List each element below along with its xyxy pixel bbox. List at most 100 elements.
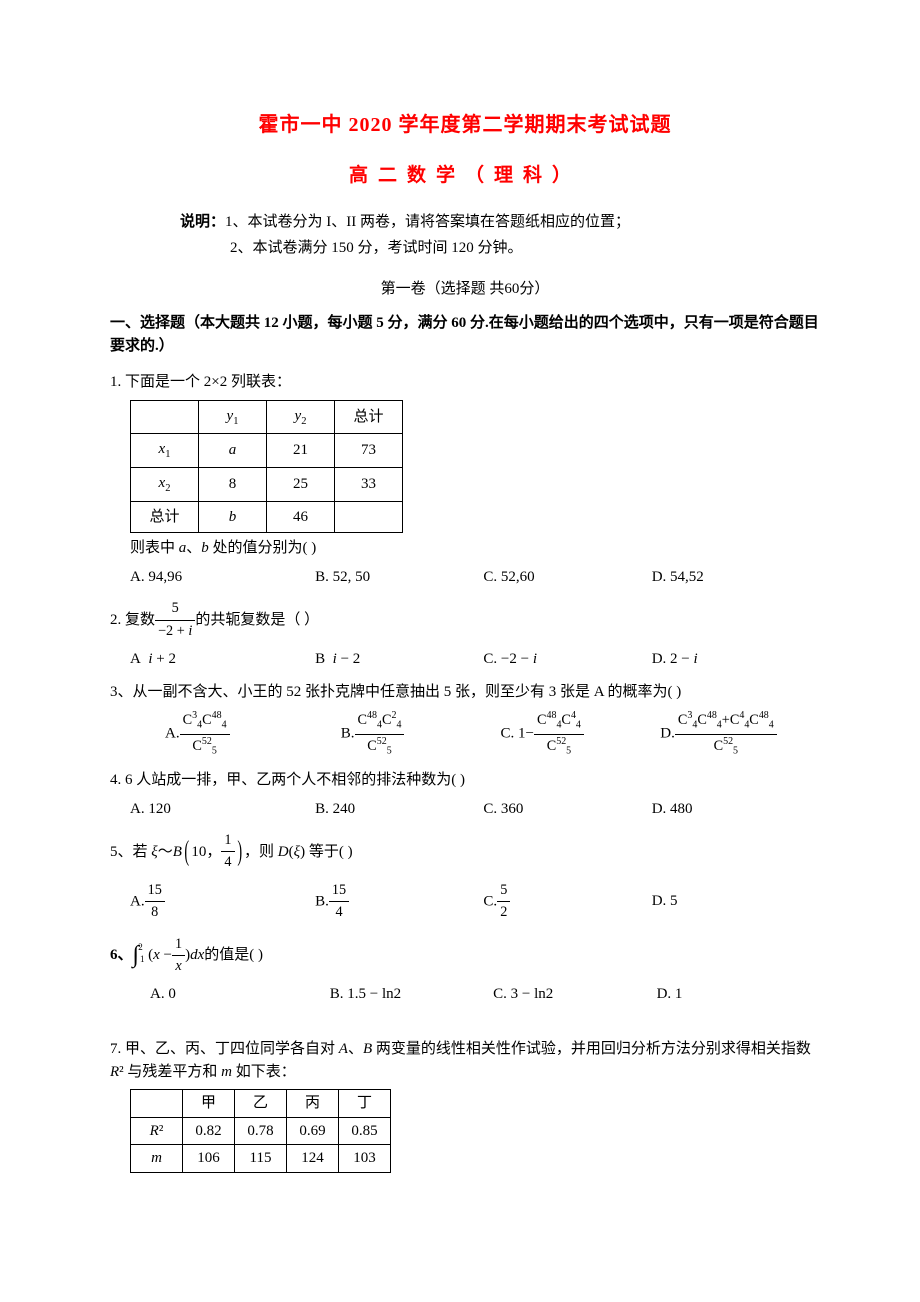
- q5-opt-d: D. 5: [652, 890, 820, 913]
- q6-opt-d: D. 1: [657, 983, 820, 1006]
- q5-B: B: [173, 841, 182, 864]
- question-1: 1. 下面是一个 2×2 列联表： y1 y2 总计 x1 a 21 73 x2…: [110, 371, 820, 588]
- q5-opt-c: C.52: [483, 880, 651, 924]
- section-title: 一、选择题（本大题共 12 小题，每小题 5 分，满分 60 分.在每小题给出的…: [110, 312, 820, 357]
- q2-fraction: 5 −2 + i: [155, 598, 195, 642]
- question-5: 5、若 ξ ～ B ( 10， 1 4 ) ，则 D(ξ) 等于( ) A.15…: [110, 830, 820, 924]
- q5-lparen: (: [184, 841, 189, 864]
- q7-r2c4: 103: [339, 1145, 391, 1173]
- q1-th-3: 总计: [335, 400, 403, 434]
- q6-text: 6、 ∫21 (x − 1 x )dx 的值是( ): [110, 934, 820, 978]
- q1-r3c0: 总计: [131, 501, 199, 533]
- q4-opt-d: D. 480: [652, 798, 820, 821]
- q1-opt-d: D. 54,52: [652, 566, 820, 589]
- q1-text: 1. 下面是一个 2×2 列联表：: [110, 371, 820, 394]
- q1-r1c0: x1: [131, 434, 199, 468]
- question-6: 6、 ∫21 (x − 1 x )dx 的值是( ) A. 0 B. 1.5 −…: [110, 934, 820, 1006]
- q1-r2c2: 25: [267, 468, 335, 502]
- q1-r3c2: 46: [267, 501, 335, 533]
- q2-num: 5: [155, 598, 195, 620]
- q1-table: y1 y2 总计 x1 a 21 73 x2 8 25 33 总计 b 46: [130, 400, 403, 534]
- q1-caption: 则表中 a、b 处的值分别为( ): [130, 537, 820, 560]
- q1-opt-a: A. 94,96: [130, 566, 315, 589]
- q6-den: x: [172, 956, 185, 977]
- q7-r1c0: R²: [131, 1117, 183, 1145]
- q7-r1c3: 0.69: [287, 1117, 339, 1145]
- q3-opt-c: C. 1−C484C44C525: [500, 709, 660, 759]
- q4-opt-c: C. 360: [483, 798, 651, 821]
- q1-r3c3: [335, 501, 403, 533]
- q3-options: A.C34C484C525 B.C484C24C525 C. 1−C484C44…: [165, 709, 820, 759]
- q1-r2c0: x2: [131, 468, 199, 502]
- q5-opt-a: A.158: [130, 880, 315, 924]
- q4-opt-b: B. 240: [315, 798, 483, 821]
- q1-th-1: y1: [199, 400, 267, 434]
- q7-r2c0: m: [131, 1145, 183, 1173]
- q3-text: 3、从一副不含大、小王的 52 张扑克牌中任意抽出 5 张，则至少有 3 张是 …: [110, 681, 820, 704]
- q6-mid1: (x −: [148, 944, 172, 967]
- q2-post: 的共轭复数是（ ）: [195, 609, 319, 632]
- q1-r1c1: a: [199, 434, 267, 468]
- q6-opt-b: B. 1.5 − ln2: [330, 983, 493, 1006]
- q3-opt-d: D.C34C484+C44C484C525: [660, 709, 820, 759]
- q1-r2c3: 33: [335, 468, 403, 502]
- q6-mid2: )dx: [185, 944, 204, 967]
- q2-pre: 2. 复数: [110, 609, 155, 632]
- q7-r2c2: 115: [235, 1145, 287, 1173]
- question-7: 7. 甲、乙、丙、丁四位同学各自对 A、B 两变量的线性相关性作试验，并用回归分…: [110, 1038, 820, 1173]
- q2-opt-b: B i − 2: [315, 648, 483, 671]
- q5-pre: 5、若: [110, 841, 151, 864]
- q7-r1c1: 0.82: [183, 1117, 235, 1145]
- q6-upper: 2: [138, 941, 143, 955]
- q7-r2c1: 106: [183, 1145, 235, 1173]
- q7-th-4: 丁: [339, 1090, 391, 1118]
- instruction-line2: 2、本试卷满分 150 分，考试时间 120 分钟。: [230, 237, 820, 260]
- instruction-line1: 说明：1、本试卷分为 I、II 两卷，请将答案填在答题纸相应的位置；: [180, 211, 820, 234]
- question-3: 3、从一副不含大、小王的 52 张扑克牌中任意抽出 5 张，则至少有 3 张是 …: [110, 681, 820, 760]
- q4-opt-a: A. 120: [130, 798, 315, 821]
- q1-r3c1: b: [199, 501, 267, 533]
- q2-options: A i + 2 B i − 2 C. −2 − i D. 2 − i: [130, 648, 820, 671]
- q6-post: 的值是( ): [204, 944, 263, 967]
- q7-r1c4: 0.85: [339, 1117, 391, 1145]
- q1-r1c2: 21: [267, 434, 335, 468]
- exam-title: 霍市一中 2020 学年度第二学期期末考试试题: [110, 110, 820, 140]
- q6-frac: 1 x: [172, 934, 185, 978]
- q2-opt-d: D. 2 − i: [652, 648, 820, 671]
- q5-options: A.158 B.154 C.52 D. 5: [130, 880, 820, 924]
- q1-r2c1: 8: [199, 468, 267, 502]
- q2-text: 2. 复数 5 −2 + i 的共轭复数是（ ）: [110, 598, 820, 642]
- exam-subtitle: 高二数学（理科）: [110, 162, 820, 191]
- q5-n: 10，: [191, 841, 221, 864]
- q1-options: A. 94,96 B. 52, 50 C. 52,60 D. 54,52: [130, 566, 820, 589]
- q5-frac: 1 4: [221, 830, 234, 874]
- q3-opt-a: A.C34C484C525: [165, 709, 341, 759]
- section-header: 第一卷（选择题 共60分）: [110, 278, 820, 301]
- q7-r1c2: 0.78: [235, 1117, 287, 1145]
- q5-den: 4: [221, 852, 234, 873]
- q7-table: 甲 乙 丙 丁 R² 0.82 0.78 0.69 0.85 m 106 115…: [130, 1089, 391, 1173]
- q1-opt-b: B. 52, 50: [315, 566, 483, 589]
- instr1-text: 1、本试卷分为 I、II 两卷，请将答案填在答题纸相应的位置；: [225, 214, 630, 230]
- q5-opt-b: B.154: [315, 880, 483, 924]
- q6-opt-a: A. 0: [150, 983, 330, 1006]
- q5-tilde: ～: [158, 841, 173, 864]
- q7-th-3: 丙: [287, 1090, 339, 1118]
- q1-th-0: [131, 400, 199, 434]
- q5-rparen: ): [237, 841, 242, 864]
- q5-num: 1: [221, 830, 234, 852]
- q2-den: −2 + i: [155, 621, 195, 642]
- q5-text: 5、若 ξ ～ B ( 10， 1 4 ) ，则 D(ξ) 等于( ): [110, 830, 820, 874]
- q6-pre: 6、: [110, 944, 133, 967]
- q2-opt-a: A i + 2: [130, 648, 315, 671]
- q1-opt-c: C. 52,60: [483, 566, 651, 589]
- q7-r2c3: 124: [287, 1145, 339, 1173]
- q4-options: A. 120 B. 240 C. 360 D. 480: [130, 798, 820, 821]
- q6-options: A. 0 B. 1.5 − ln2 C. 3 − ln2 D. 1: [150, 983, 820, 1006]
- q6-num: 1: [172, 934, 185, 956]
- q7-th-2: 乙: [235, 1090, 287, 1118]
- q3-opt-b: B.C484C24C525: [341, 709, 501, 759]
- question-4: 4. 6 人站成一排，甲、乙两个人不相邻的排法种数为( ) A. 120 B. …: [110, 769, 820, 820]
- q2-opt-c: C. −2 − i: [483, 648, 651, 671]
- q1-r1c3: 73: [335, 434, 403, 468]
